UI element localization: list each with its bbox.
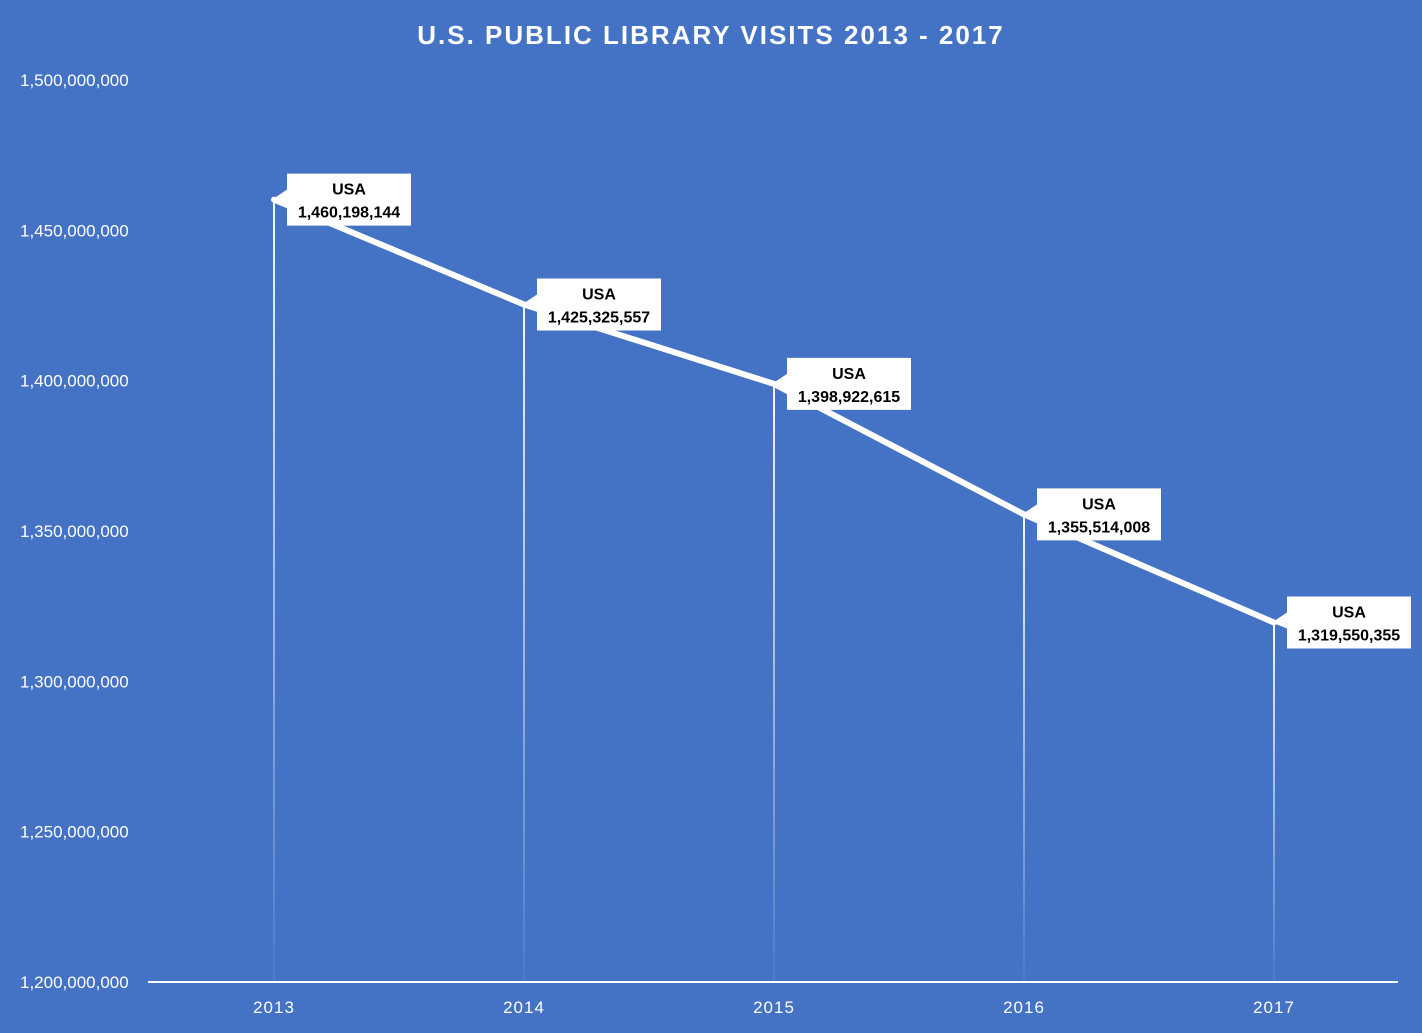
data-label-series-name: USA (1332, 605, 1366, 622)
drop-line (523, 304, 525, 983)
data-label-value: 1,460,198,144 (298, 205, 400, 222)
data-label-series-name: USA (1082, 496, 1116, 513)
x-tick-label: 2017 (1253, 998, 1295, 1017)
data-label-callout (772, 357, 911, 410)
y-tick-label: 1,400,000,000 (20, 372, 129, 391)
data-label-series-name: USA (582, 287, 616, 304)
drop-line (773, 383, 775, 982)
data-label-callout (1272, 596, 1411, 649)
data-label-series-name: USA (832, 366, 866, 383)
x-tick-label: 2013 (253, 998, 295, 1017)
data-label-callout (1022, 488, 1161, 541)
chart-title: U.S. PUBLIC LIBRARY VISITS 2013 - 2017 (417, 20, 1005, 50)
y-tick-label: 1,250,000,000 (20, 823, 129, 842)
drop-line (273, 199, 275, 983)
y-tick-label: 1,300,000,000 (20, 672, 129, 691)
y-tick-label: 1,350,000,000 (20, 522, 129, 541)
data-label-value: 1,355,514,008 (1048, 519, 1150, 536)
drop-line (1023, 514, 1025, 982)
data-label-callout (522, 278, 661, 331)
y-tick-label: 1,200,000,000 (20, 973, 129, 992)
y-tick-label: 1,500,000,000 (20, 71, 129, 90)
data-label-series-name: USA (332, 182, 366, 199)
data-label-value: 1,425,325,557 (548, 310, 650, 327)
x-tick-label: 2016 (1003, 998, 1045, 1017)
x-tick-label: 2015 (753, 998, 795, 1017)
data-label-callout (272, 173, 411, 226)
drop-line (1273, 622, 1275, 982)
x-tick-label: 2014 (503, 998, 545, 1017)
y-tick-label: 1,450,000,000 (20, 221, 129, 240)
data-label-value: 1,319,550,355 (1298, 628, 1400, 645)
data-label-value: 1,398,922,615 (798, 389, 900, 406)
